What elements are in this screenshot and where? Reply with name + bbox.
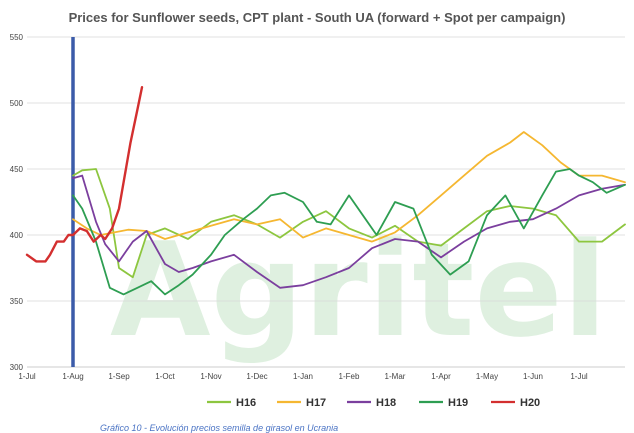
x-tick-label: 1-Jun [523, 372, 543, 381]
x-tick-label: 1-Aug [62, 372, 83, 381]
y-tick-label: 300 [10, 363, 24, 372]
x-tick-label: 1-May [476, 372, 498, 381]
legend: H16 H17 H18 H19 H20 [207, 397, 540, 409]
x-tick-label: 1-Apr [431, 372, 451, 381]
legend-label: H18 [376, 397, 396, 409]
x-tick-label: 1-Sep [108, 372, 130, 381]
y-axis: 300 350 400 450 500 550 [10, 33, 24, 372]
series-line-h17 [72, 131, 626, 243]
y-tick-label: 500 [10, 99, 24, 108]
x-tick-label: 1-Mar [385, 372, 406, 381]
series-line-h20 [25, 85, 144, 263]
legend-label: H16 [236, 397, 256, 409]
figure-caption: Gráfico 10 - Evolución precios semilla d… [100, 423, 338, 433]
x-tick-label: 1-Jul [570, 372, 588, 381]
x-tick-label: 1-Oct [155, 372, 175, 381]
series-lines [25, 85, 626, 296]
x-axis: 1-Jul 1-Aug 1-Sep 1-Oct 1-Nov 1-Dec 1-Jan 1-Feb… [18, 372, 588, 381]
x-tick-label: 1-Dec [246, 372, 267, 381]
x-tick-label: 1-Jul [18, 372, 36, 381]
y-tick-label: 550 [10, 33, 24, 42]
series-line-h16 [72, 168, 626, 279]
legend-label: H17 [306, 397, 326, 409]
series-line-h19 [72, 168, 626, 296]
agritel-watermark: Agritel [110, 214, 607, 366]
x-tick-label: 1-Feb [339, 372, 360, 381]
series-line-h18 [72, 174, 626, 289]
chart-title: Prices for Sunflower seeds, CPT plant - … [69, 10, 566, 25]
x-tick-label: 1-Jan [293, 372, 313, 381]
x-tick-label: 1-Nov [200, 372, 221, 381]
y-tick-label: 350 [10, 297, 24, 306]
legend-label: H20 [520, 397, 540, 409]
y-tick-label: 450 [10, 165, 24, 174]
watermark-text: Agritel [110, 214, 607, 366]
grid [27, 36, 625, 368]
legend-label: H19 [448, 397, 468, 409]
y-tick-label: 400 [10, 231, 24, 240]
